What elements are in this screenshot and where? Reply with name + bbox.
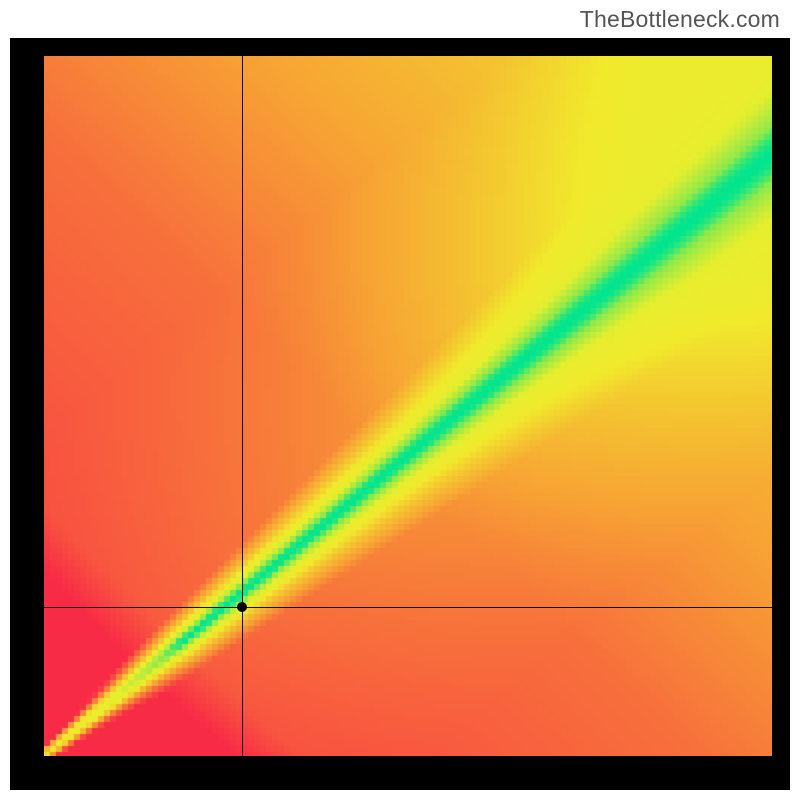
watermark-text: TheBottleneck.com <box>580 6 780 33</box>
plot-area <box>44 56 772 756</box>
crosshair-horizontal <box>44 607 772 608</box>
figure-container: TheBottleneck.com <box>0 0 800 800</box>
plot-frame <box>10 38 790 790</box>
crosshair-vertical <box>242 56 243 756</box>
marker-dot <box>237 602 247 612</box>
heatmap-canvas <box>44 56 772 756</box>
